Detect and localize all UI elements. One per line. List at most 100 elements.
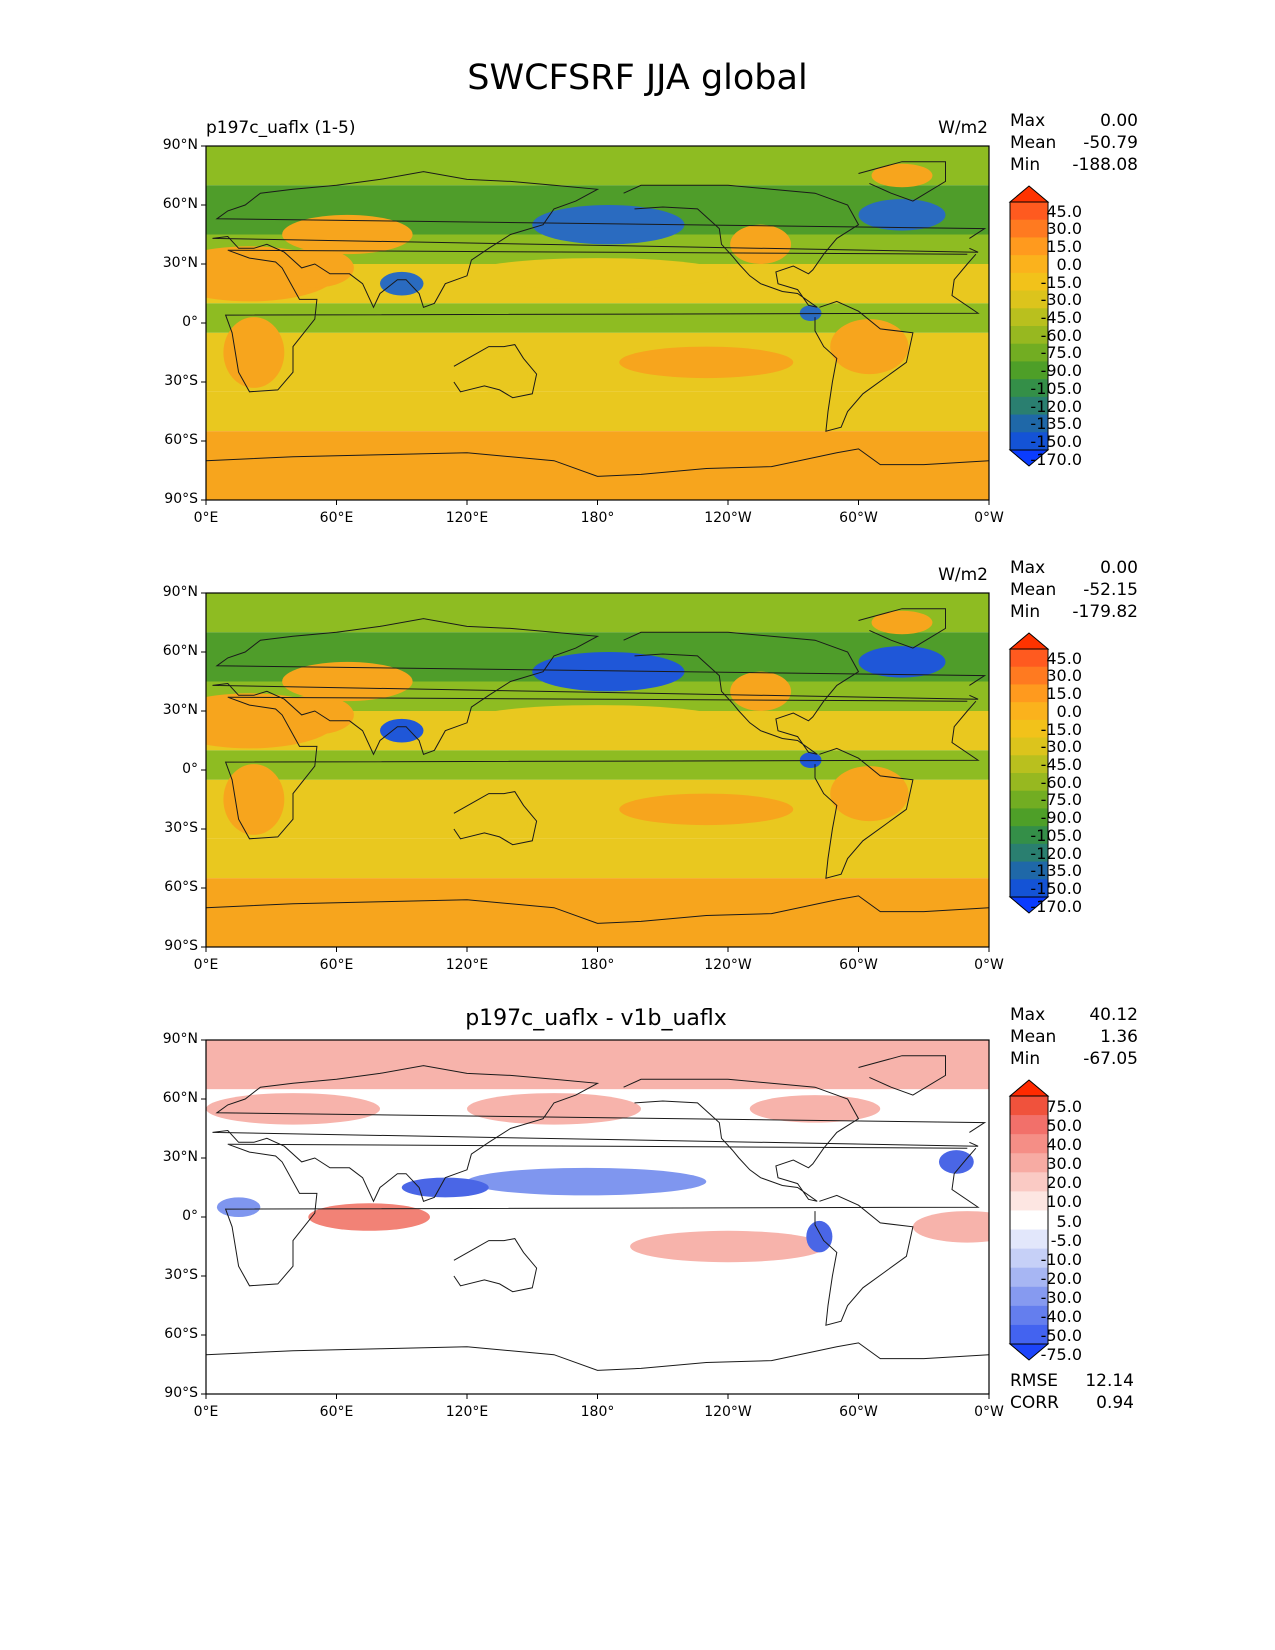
x-tick-label: 60°W bbox=[839, 510, 878, 526]
colorbar-tick-label: 0.0 bbox=[1056, 701, 1082, 721]
pacific-north-positive bbox=[467, 1093, 641, 1125]
y-tick-label: 0° bbox=[182, 761, 198, 777]
x-tick-label: 0°E bbox=[193, 957, 219, 973]
mean-label: Mean bbox=[1010, 580, 1057, 600]
coastline bbox=[212, 618, 987, 756]
y-tick-label: 30°N bbox=[162, 702, 198, 718]
map-plot bbox=[201, 592, 1050, 952]
america-north-positive bbox=[749, 1095, 881, 1123]
coastline bbox=[205, 895, 990, 924]
x-tick-label: 0°E bbox=[193, 1404, 219, 1420]
coastline bbox=[623, 1078, 860, 1202]
colorbar-tick-label: 5.0 bbox=[1056, 1211, 1082, 1231]
colorbar-segment bbox=[1010, 414, 1048, 433]
colorbar-tick-label: -75.0 bbox=[1040, 790, 1082, 810]
colorbar-tick-label: 50.0 bbox=[1046, 1116, 1082, 1136]
coastline bbox=[623, 631, 860, 755]
colorbar-tick-label: -5.0 bbox=[1050, 1230, 1082, 1250]
y-tick-label: 60°N bbox=[162, 196, 198, 212]
mean-value: -52.15 bbox=[1083, 580, 1138, 600]
colorbar-tick-label: -45.0 bbox=[1040, 308, 1082, 327]
southern-africa-region bbox=[223, 317, 285, 388]
colorbar-tick-label: 15.0 bbox=[1046, 237, 1082, 257]
x-tick-label: 0°W bbox=[974, 510, 1004, 526]
south-america-region bbox=[830, 319, 909, 375]
colorbar-segment bbox=[1010, 1305, 1048, 1326]
colorbar-tick-label: -150.0 bbox=[1030, 879, 1082, 898]
min-value: -179.82 bbox=[1072, 602, 1138, 622]
lat-band bbox=[206, 431, 989, 500]
colorbar-tick-label: -90.0 bbox=[1040, 808, 1082, 828]
colorbar-tick-label: -135.0 bbox=[1030, 861, 1082, 881]
colorbar-segment bbox=[1010, 343, 1048, 362]
colorbar-segment bbox=[1010, 255, 1048, 274]
south-america-region bbox=[830, 766, 909, 822]
coastline bbox=[858, 161, 946, 202]
x-tick-label: 60°E bbox=[319, 510, 354, 526]
coastline bbox=[205, 1342, 990, 1371]
x-tick-label: 120°W bbox=[704, 957, 752, 973]
greenland-region bbox=[871, 163, 933, 188]
arabia-region bbox=[275, 695, 354, 735]
colorbar-segment bbox=[1010, 396, 1048, 416]
colorbar-frame bbox=[1009, 648, 1049, 898]
max-label: Max bbox=[1010, 1005, 1046, 1025]
stats-block: Max 0.00 Mean -50.79 Min -188.08 bbox=[1010, 110, 1138, 176]
y-tick-label: 30°S bbox=[164, 373, 198, 389]
min-value: -67.05 bbox=[1083, 1049, 1138, 1069]
coastline bbox=[453, 344, 538, 399]
y-tick-label: 0° bbox=[182, 1208, 198, 1224]
coastline bbox=[623, 184, 860, 308]
coastline bbox=[858, 608, 946, 649]
colorbar-segment bbox=[1010, 272, 1048, 292]
max-label: Max bbox=[1010, 558, 1046, 578]
y-tick-label: 30°S bbox=[164, 1267, 198, 1283]
y-tick-label: 60°S bbox=[164, 879, 198, 895]
y-tick-label: 60°S bbox=[164, 1326, 198, 1342]
y-tick-label: 90°S bbox=[164, 491, 198, 507]
colorbar-segment bbox=[1010, 684, 1048, 703]
max-label: Max bbox=[1010, 111, 1046, 131]
colorbar-segment bbox=[1010, 702, 1048, 721]
coastline bbox=[814, 1194, 914, 1326]
colorbar-tick-label: -60.0 bbox=[1040, 325, 1082, 345]
colorbar-tick-label: -30.0 bbox=[1040, 1287, 1082, 1307]
mean-value: 1.36 bbox=[1100, 1027, 1138, 1047]
colorbar-segment bbox=[1010, 1153, 1048, 1173]
coastline bbox=[453, 1238, 538, 1293]
map-plot bbox=[201, 145, 1050, 505]
colorbar-tick-label: -30.0 bbox=[1040, 737, 1082, 757]
colorbar-tick-label: -170.0 bbox=[1030, 896, 1082, 916]
colorbar-tick-label: -90.0 bbox=[1040, 361, 1082, 381]
x-tick-label: 0°E bbox=[193, 510, 219, 526]
colorbar-segment bbox=[1010, 843, 1048, 863]
colorbar-tick-label: 45.0 bbox=[1046, 201, 1082, 221]
colorbar-tick-label: -120.0 bbox=[1030, 843, 1082, 863]
min-label: Min bbox=[1010, 602, 1041, 622]
x-tick-label: 0°W bbox=[974, 957, 1004, 973]
colorbar-tick-label: -30.0 bbox=[1040, 290, 1082, 310]
y-tick-label: 60°N bbox=[162, 643, 198, 659]
colorbar bbox=[1008, 185, 1050, 467]
coastline bbox=[212, 171, 987, 309]
colorbar-segment bbox=[1010, 202, 1048, 221]
field-shading bbox=[206, 146, 989, 500]
y-tick-label: 30°N bbox=[162, 255, 198, 271]
colorbar-segment bbox=[1010, 290, 1048, 309]
colorbar-extend-max bbox=[1008, 1079, 1050, 1097]
colorbar-frame bbox=[1009, 201, 1049, 451]
colorbar-segment bbox=[1010, 326, 1048, 345]
colorbar-tick-label: -135.0 bbox=[1030, 414, 1082, 434]
colorbar-segment bbox=[1010, 649, 1048, 668]
colorbar-tick-label: -50.0 bbox=[1040, 1326, 1082, 1345]
colorbar-segment bbox=[1010, 790, 1048, 809]
southern-africa-region bbox=[223, 764, 285, 835]
greenland-region bbox=[871, 610, 933, 635]
y-tick-label: 30°N bbox=[162, 1149, 198, 1165]
panel-reference: W/m2 Max 0.00 Mean -52.15 Min -179.82 90°N 6… bbox=[0, 557, 1275, 977]
arctic-band bbox=[206, 1040, 989, 1090]
x-tick-label: 120°W bbox=[704, 510, 752, 526]
max-value: 0.00 bbox=[1100, 558, 1138, 578]
colorbar-tick-label: -170.0 bbox=[1030, 449, 1082, 469]
mean-label: Mean bbox=[1010, 1027, 1057, 1047]
